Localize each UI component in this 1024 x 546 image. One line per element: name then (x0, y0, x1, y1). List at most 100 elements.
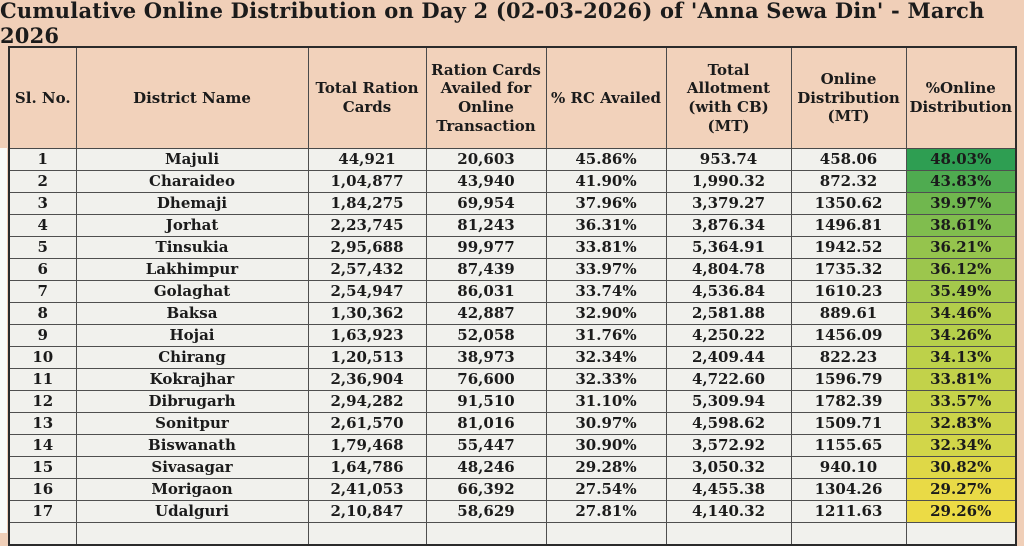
cell-rc_availed_online: 87,439 (425, 258, 547, 281)
cell-rc_availed_online: 86,031 (425, 280, 547, 303)
partial-row (8, 522, 1017, 546)
table-row: 10 Chirang 1,20,513 38,973 32.34% 2,409.44 822… (8, 346, 1017, 369)
column-header-pct_rc_availed: % RC Availed (545, 46, 667, 149)
cell-total_allotment_mt: 4,598.62 (665, 412, 792, 435)
cell-online_distribution_mt: 889.61 (790, 302, 907, 325)
cell-pct_online_distribution: 39.97% (905, 192, 1017, 215)
cell-empty (75, 522, 309, 546)
cell-online_distribution_mt: 1782.39 (790, 390, 907, 413)
cell-rc_availed_online: 20,603 (425, 148, 547, 171)
table-row: 7 Golaghat 2,54,947 86,031 33.74% 4,536.84 161… (8, 280, 1017, 303)
cell-total_allotment_mt: 953.74 (665, 148, 792, 171)
cell-pct_rc_availed: 45.86% (545, 148, 667, 171)
cell-district: Lakhimpur (75, 258, 309, 281)
cell-pct_online_distribution: 34.46% (905, 302, 1017, 325)
cell-rc_availed_online: 43,940 (425, 170, 547, 193)
cell-empty (425, 522, 547, 546)
cell-district: Majuli (75, 148, 309, 171)
cell-pct_rc_availed: 33.81% (545, 236, 667, 259)
cell-online_distribution_mt: 1509.71 (790, 412, 907, 435)
cell-online_distribution_mt: 822.23 (790, 346, 907, 369)
table-row: 2 Charaideo 1,04,877 43,940 41.90% 1,990.32 87… (8, 170, 1017, 193)
cell-online_distribution_mt: 1596.79 (790, 368, 907, 391)
cell-rc_availed_online: 66,392 (425, 478, 547, 501)
cell-pct_rc_availed: 29.28% (545, 456, 667, 479)
cell-pct_online_distribution: 30.82% (905, 456, 1017, 479)
table-row: 17 Udalguri 2,10,847 58,629 27.81% 4,140.32 12… (8, 500, 1017, 523)
cell-rc_availed_online: 91,510 (425, 390, 547, 413)
table-row: 4 Jorhat 2,23,745 81,243 36.31% 3,876.34 1496.… (8, 214, 1017, 237)
cell-pct_online_distribution: 34.26% (905, 324, 1017, 347)
cell-sl: 5 (8, 236, 77, 259)
cell-pct_online_distribution: 32.83% (905, 412, 1017, 435)
cell-sl: 13 (8, 412, 77, 435)
cell-sl: 15 (8, 456, 77, 479)
cell-total_allotment_mt: 3,050.32 (665, 456, 792, 479)
cell-total_rc: 2,23,745 (307, 214, 427, 237)
cell-total_allotment_mt: 3,379.27 (665, 192, 792, 215)
cell-total_allotment_mt: 2,409.44 (665, 346, 792, 369)
cell-sl: 12 (8, 390, 77, 413)
cell-district: Sonitpur (75, 412, 309, 435)
cell-pct_online_distribution: 36.12% (905, 258, 1017, 281)
cell-total_allotment_mt: 4,140.32 (665, 500, 792, 523)
cell-online_distribution_mt: 1350.62 (790, 192, 907, 215)
column-header-total_allotment_mt: Total Allotment (with CB) (MT) (665, 46, 792, 149)
header-row: Sl. No. District Name Total Ration Cards Ra… (8, 46, 1017, 149)
table-row: 1 Majuli 44,921 20,603 45.86% 953.74 458.06 48.… (8, 148, 1017, 171)
cell-pct_rc_availed: 32.34% (545, 346, 667, 369)
column-header-rc_availed_online: Ration Cards Availed for Online Transact… (425, 46, 547, 149)
cell-pct_online_distribution: 33.57% (905, 390, 1017, 413)
cell-rc_availed_online: 42,887 (425, 302, 547, 325)
cell-district: Dhemaji (75, 192, 309, 215)
cell-pct_online_distribution: 29.27% (905, 478, 1017, 501)
cell-total_rc: 2,41,053 (307, 478, 427, 501)
cell-online_distribution_mt: 1456.09 (790, 324, 907, 347)
cell-pct_rc_availed: 33.74% (545, 280, 667, 303)
cell-pct_online_distribution: 38.61% (905, 214, 1017, 237)
cell-total_rc: 2,36,904 (307, 368, 427, 391)
cell-online_distribution_mt: 872.32 (790, 170, 907, 193)
cell-district: Baksa (75, 302, 309, 325)
cell-total_allotment_mt: 3,876.34 (665, 214, 792, 237)
cell-pct_online_distribution: 48.03% (905, 148, 1017, 171)
cell-sl: 8 (8, 302, 77, 325)
cell-total_allotment_mt: 3,572.92 (665, 434, 792, 457)
cell-empty (905, 522, 1017, 546)
cell-sl: 6 (8, 258, 77, 281)
cell-rc_availed_online: 99,977 (425, 236, 547, 259)
column-header-sl: Sl. No. (8, 46, 77, 149)
cell-sl: 9 (8, 324, 77, 347)
cell-district: Golaghat (75, 280, 309, 303)
cell-online_distribution_mt: 1304.26 (790, 478, 907, 501)
table-row: 15 Sivasagar 1,64,786 48,246 29.28% 3,050.32 9… (8, 456, 1017, 479)
cell-pct_online_distribution: 29.26% (905, 500, 1017, 523)
cell-pct_rc_availed: 27.81% (545, 500, 667, 523)
table-row: 9 Hojai 1,63,923 52,058 31.76% 4,250.22 1456.0… (8, 324, 1017, 347)
cell-sl: 2 (8, 170, 77, 193)
cell-total_rc: 2,57,432 (307, 258, 427, 281)
cell-total_rc: 1,84,275 (307, 192, 427, 215)
cell-district: Hojai (75, 324, 309, 347)
cell-pct_online_distribution: 35.49% (905, 280, 1017, 303)
cell-empty (790, 522, 907, 546)
cell-total_rc: 1,20,513 (307, 346, 427, 369)
cell-district: Biswanath (75, 434, 309, 457)
cell-sl: 1 (8, 148, 77, 171)
left-margin-strip (0, 148, 7, 533)
table-row: 14 Biswanath 1,79,468 55,447 30.90% 3,572.92 1… (8, 434, 1017, 457)
cell-district: Morigaon (75, 478, 309, 501)
cell-pct_online_distribution: 32.34% (905, 434, 1017, 457)
cell-pct_rc_availed: 30.97% (545, 412, 667, 435)
cell-total_rc: 1,30,362 (307, 302, 427, 325)
cell-total_allotment_mt: 5,309.94 (665, 390, 792, 413)
table-row: 11 Kokrajhar 2,36,904 76,600 32.33% 4,722.60 1… (8, 368, 1017, 391)
table-row: 8 Baksa 1,30,362 42,887 32.90% 2,581.88 889.61… (8, 302, 1017, 325)
cell-pct_rc_availed: 30.90% (545, 434, 667, 457)
cell-total_rc: 44,921 (307, 148, 427, 171)
cell-total_allotment_mt: 5,364.91 (665, 236, 792, 259)
column-header-pct_online_distribution: %Online Distribution (905, 46, 1017, 149)
cell-sl: 11 (8, 368, 77, 391)
cell-pct_rc_availed: 31.10% (545, 390, 667, 413)
cell-district: Dibrugarh (75, 390, 309, 413)
